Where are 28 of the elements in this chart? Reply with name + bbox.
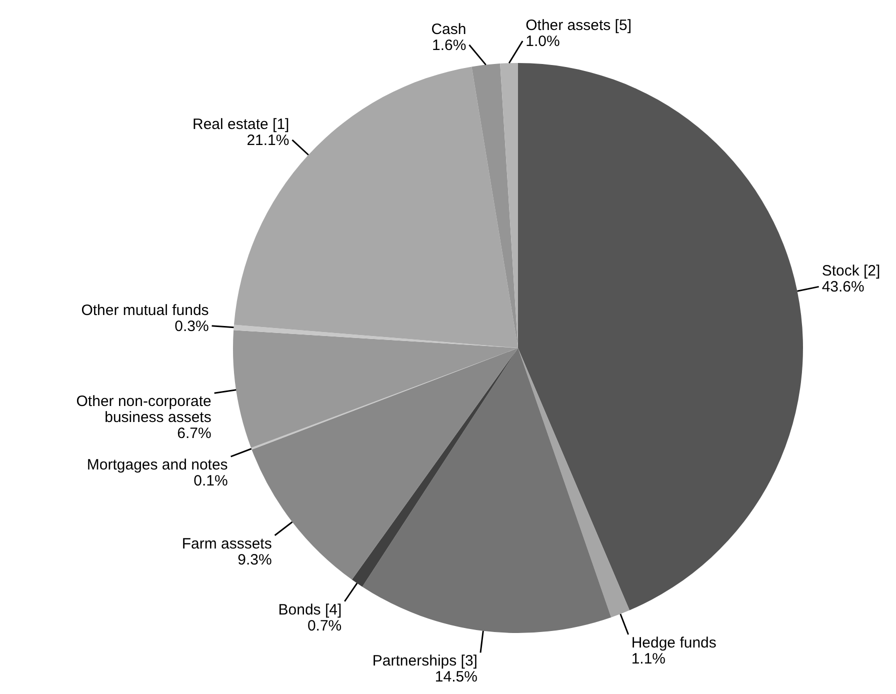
data-label: 9.3% [238,551,272,568]
slice-label: Farm asssets [182,535,272,552]
slice-label: Hedge funds [631,634,716,652]
slice-label: Cash [431,20,466,38]
pie-slice [518,63,803,610]
data-label: 0.1% [194,472,228,490]
slice-label: Mortgages and notes [86,456,228,474]
data-label: 21.1% [246,132,290,149]
slice-label: Partnerships [3] [372,652,478,670]
pie-slice [352,348,518,587]
data-label: 6.7% [177,425,212,442]
data-label: 14.5% [434,668,478,686]
slice-label: Real estate [1] [192,116,290,133]
data-label: 1.1% [631,650,666,668]
pie-slice [233,330,518,448]
slice-label: Other mutual funds [81,302,209,319]
data-label: 0.3% [174,318,209,335]
pie-slice [362,348,612,633]
data-label: 0.7% [307,617,342,634]
slice-label: Other assets [5] [526,17,632,34]
data-label: 1.6% [432,36,466,54]
pie-slice [472,64,518,348]
slice-label: Bonds [4] [278,601,342,618]
slice-label: Stock [2] [822,262,880,280]
data-label: 1.0% [526,33,560,50]
pie-slice [518,348,630,618]
data-label: 43.6% [822,278,864,296]
slice-label: Other non-corporate business assets [76,393,212,426]
